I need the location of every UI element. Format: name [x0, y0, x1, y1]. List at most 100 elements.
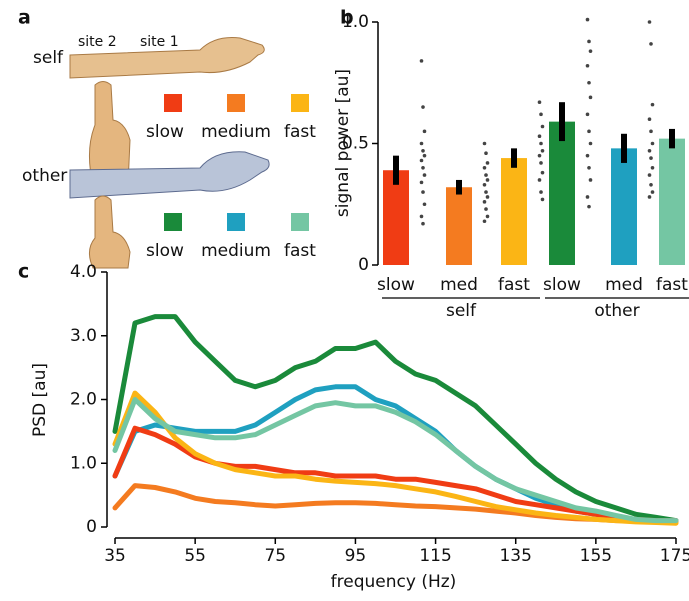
data-point — [539, 190, 543, 194]
data-point — [483, 183, 487, 187]
x-tick-label: 55 — [184, 546, 206, 566]
data-point — [539, 113, 543, 117]
panel-label: a — [18, 7, 31, 29]
y-tick-label: 1.0 — [70, 453, 97, 473]
data-point — [484, 190, 488, 194]
psd-line — [115, 486, 676, 522]
data-point — [538, 154, 542, 158]
y-tick-label: 4.0 — [70, 262, 97, 282]
data-point — [423, 154, 427, 158]
bar — [549, 122, 575, 265]
data-point — [541, 198, 545, 202]
data-point — [649, 130, 653, 134]
data-point — [649, 42, 653, 46]
data-point — [420, 181, 424, 185]
data-point — [651, 190, 655, 194]
data-point — [648, 117, 652, 121]
data-point — [587, 130, 591, 134]
data-point — [541, 149, 545, 153]
data-point — [423, 173, 427, 177]
group-label: self — [446, 301, 477, 321]
data-point — [587, 166, 591, 170]
data-point — [538, 178, 542, 182]
x-tick-label: fast — [498, 275, 530, 295]
legend-swatch — [227, 213, 245, 231]
data-point — [651, 166, 655, 170]
legend-swatch — [291, 213, 309, 231]
data-point — [651, 103, 655, 107]
x-tick-label: med — [605, 275, 643, 295]
data-point — [541, 125, 545, 129]
x-tick-label: 75 — [264, 546, 286, 566]
data-point — [421, 149, 425, 153]
site-label: site 2 — [78, 34, 117, 50]
site-label: site 1 — [140, 34, 179, 50]
y-axis-label: PSD [au] — [30, 363, 50, 437]
x-tick-label: 155 — [580, 546, 612, 566]
legend-swatch — [164, 94, 182, 112]
legend-swatch — [227, 94, 245, 112]
data-point — [648, 173, 652, 177]
data-point — [421, 166, 425, 170]
data-point — [486, 178, 490, 182]
y-tick-label: 2.0 — [70, 390, 97, 410]
other-label: other — [22, 166, 67, 186]
data-point — [483, 166, 487, 170]
x-tick-label: slow — [377, 275, 415, 295]
data-point — [420, 142, 424, 146]
data-point — [484, 173, 488, 177]
data-point — [539, 142, 543, 146]
data-point — [486, 195, 490, 199]
data-point — [421, 190, 425, 194]
data-point — [421, 222, 425, 226]
data-point — [587, 205, 591, 209]
x-tick-label: 95 — [345, 546, 367, 566]
data-point — [648, 195, 652, 199]
data-point — [651, 142, 655, 146]
data-point — [423, 130, 427, 134]
data-point — [587, 40, 591, 44]
bar — [446, 187, 472, 265]
legend-label: fast — [284, 122, 316, 142]
data-point — [486, 215, 490, 219]
data-point — [483, 219, 487, 223]
legend-swatch — [164, 213, 182, 231]
y-tick-label: 3.0 — [70, 326, 97, 346]
data-point — [483, 200, 487, 204]
data-point — [649, 156, 653, 160]
data-point — [420, 59, 424, 63]
data-point — [538, 134, 542, 138]
data-point — [538, 100, 542, 104]
x-tick-label: slow — [543, 275, 581, 295]
data-point — [649, 183, 653, 187]
psd-line — [115, 317, 676, 521]
data-point — [589, 49, 593, 53]
data-point — [421, 105, 425, 109]
x-axis-label: frequency (Hz) — [331, 572, 457, 592]
legend-label: fast — [284, 241, 316, 261]
legend-label: slow — [146, 241, 184, 261]
data-point — [586, 113, 590, 117]
y-axis-label: signal power [au] — [333, 69, 353, 217]
data-point — [589, 178, 593, 182]
y-tick-label: 0 — [86, 517, 97, 537]
data-point — [589, 142, 593, 146]
legend-label: medium — [201, 241, 271, 261]
x-tick-label: fast — [656, 275, 688, 295]
group-label: other — [594, 301, 639, 321]
bar — [611, 148, 637, 265]
data-point — [484, 207, 488, 211]
y-tick-label: 1.0 — [342, 12, 369, 32]
data-point — [587, 81, 591, 85]
data-point — [420, 159, 424, 163]
data-point — [541, 171, 545, 175]
data-point — [586, 64, 590, 68]
data-point — [589, 96, 593, 100]
data-point — [648, 149, 652, 153]
data-point — [486, 161, 490, 165]
y-tick-label: 0 — [358, 255, 369, 275]
x-tick-label: 115 — [419, 546, 451, 566]
data-point — [586, 154, 590, 158]
self-label: self — [33, 48, 64, 68]
data-point — [483, 142, 487, 146]
